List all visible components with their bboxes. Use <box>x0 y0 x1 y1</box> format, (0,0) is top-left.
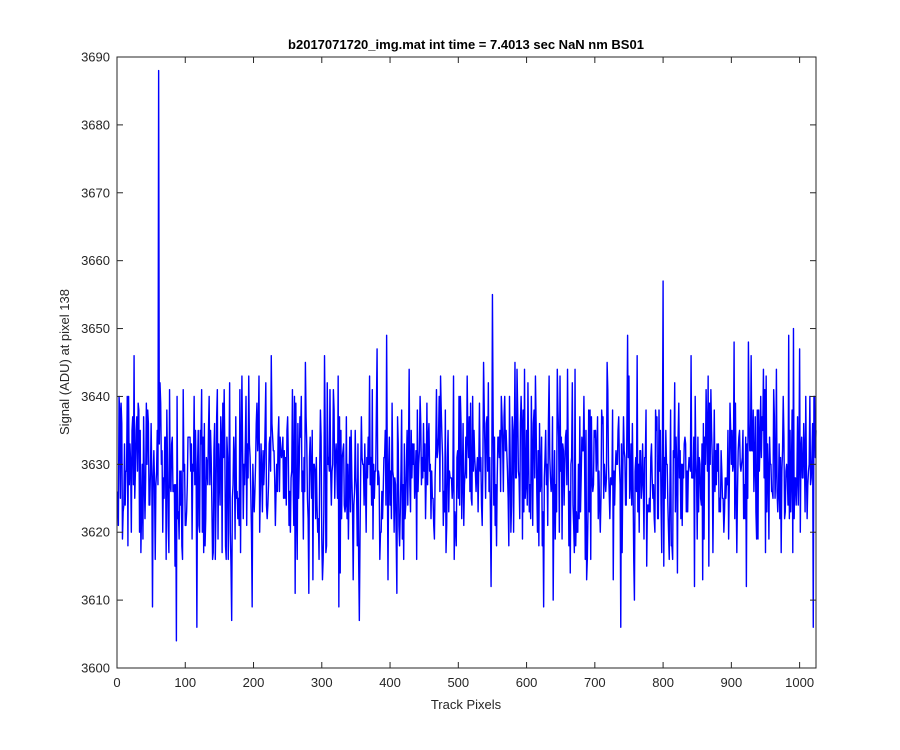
plot-area <box>117 57 816 668</box>
y-tick-label: 3620 <box>81 525 110 540</box>
x-tick-label: 300 <box>311 675 333 690</box>
y-tick-label: 3680 <box>81 117 110 132</box>
series-layer <box>116 69 817 642</box>
x-tick-label: 800 <box>652 675 674 690</box>
x-tick-label: 700 <box>584 675 606 690</box>
x-tick-label: 0 <box>113 675 120 690</box>
x-tick-label: 100 <box>174 675 196 690</box>
y-tick-label: 3690 <box>81 50 110 65</box>
axes-layer: 0 100 200 300 400 500 600 700 800 900 1000 3600 3610… <box>81 50 816 690</box>
y-axis-label: Signal (ADU) at pixel 138 <box>57 289 72 435</box>
y-tick-label: 3670 <box>81 185 110 200</box>
x-tick-label: 1000 <box>785 675 814 690</box>
series-line <box>116 69 817 642</box>
x-tick-label: 500 <box>447 675 469 690</box>
y-tick-label: 3660 <box>81 253 110 268</box>
x-tick-label: 900 <box>721 675 743 690</box>
y-tick-label: 3650 <box>81 321 110 336</box>
y-tick-label: 3610 <box>81 593 110 608</box>
x-tick-label: 400 <box>379 675 401 690</box>
x-tick-label: 200 <box>243 675 265 690</box>
x-axis-label: Track Pixels <box>431 697 502 712</box>
plot-frame <box>116 56 817 669</box>
y-tick-label: 3640 <box>81 389 110 404</box>
y-tick-label: 3600 <box>81 661 110 676</box>
chart-title: b2017071720_img.mat int time = 7.4013 se… <box>288 37 644 52</box>
x-tick-label: 600 <box>516 675 538 690</box>
y-tick-label: 3630 <box>81 457 110 472</box>
